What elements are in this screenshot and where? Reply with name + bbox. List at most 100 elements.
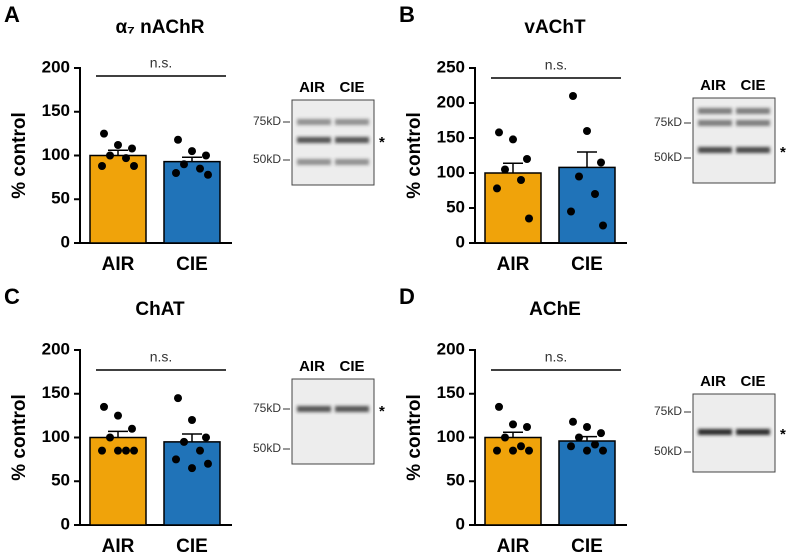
y-tick-label: 50 (446, 197, 465, 216)
significance-label: n.s. (150, 55, 173, 71)
y-tick-label: 50 (51, 189, 70, 208)
data-point (196, 164, 204, 173)
lane-label: AIR (299, 79, 325, 96)
x-tick-label: CIE (571, 254, 603, 275)
data-point (180, 160, 188, 169)
chart-title: α₇ nAChR (116, 17, 205, 38)
y-tick-label: 0 (61, 514, 70, 533)
blot-band (335, 159, 369, 165)
y-tick-label: 250 (437, 57, 465, 76)
blot-band (297, 159, 331, 165)
western-blot (692, 393, 776, 473)
data-point (188, 147, 196, 156)
blot-band (736, 147, 770, 153)
lane-label: AIR (299, 358, 325, 375)
data-point (567, 442, 575, 451)
y-axis-label: % control (9, 394, 30, 481)
data-point (180, 437, 188, 446)
band-marker: * (780, 144, 786, 161)
data-point (130, 446, 138, 455)
data-point (501, 165, 509, 174)
significance-label: n.s. (545, 349, 568, 365)
band-marker: * (780, 426, 786, 443)
y-tick-label: 50 (51, 471, 70, 490)
data-point (114, 446, 122, 455)
data-point (98, 446, 106, 455)
x-tick-label: AIR (497, 254, 530, 275)
y-tick-label: 100 (437, 162, 465, 181)
x-tick-label: AIR (497, 536, 530, 557)
bar (89, 154, 147, 244)
data-point (509, 420, 517, 429)
lane-label: CIE (339, 358, 364, 375)
data-point (98, 162, 106, 170)
y-tick-label: 50 (446, 471, 465, 490)
panel-letter: D (399, 284, 415, 309)
y-tick-label: 150 (42, 383, 70, 402)
data-point (495, 128, 503, 137)
blot-band (736, 108, 770, 114)
blot-band (736, 429, 770, 435)
data-point (114, 411, 122, 420)
y-tick-label: 100 (437, 427, 465, 446)
data-point (597, 158, 605, 167)
data-point (128, 144, 136, 153)
blot-band (736, 120, 770, 126)
data-point (188, 416, 196, 424)
lane-label: CIE (339, 79, 364, 96)
data-point (122, 446, 130, 455)
blot-band (698, 429, 732, 435)
x-tick-label: CIE (176, 536, 208, 557)
significance-label: n.s. (150, 349, 173, 365)
data-point (128, 424, 136, 433)
y-axis-label: % control (9, 112, 30, 199)
data-point (204, 459, 212, 468)
data-point (509, 135, 517, 144)
y-tick-label: 150 (437, 383, 465, 402)
data-point (172, 455, 180, 464)
blot-band (698, 108, 732, 114)
blot-band (335, 406, 369, 412)
data-point (172, 169, 180, 177)
lane-label: CIE (740, 77, 765, 94)
blot-band (698, 120, 732, 126)
bar (163, 441, 221, 526)
bar (484, 172, 542, 244)
y-tick-label: 200 (437, 339, 465, 358)
blot-band (335, 137, 369, 143)
size-marker: 75kD (654, 404, 682, 418)
blot-band (335, 119, 369, 125)
data-point (599, 446, 607, 455)
size-marker: 75kD (253, 114, 281, 128)
panel-letter: C (4, 284, 20, 309)
data-point (493, 446, 501, 455)
lane-label: AIR (700, 77, 726, 94)
data-point (591, 440, 599, 449)
y-tick-label: 0 (456, 514, 465, 533)
y-tick-label: 150 (437, 127, 465, 146)
data-point (106, 433, 114, 442)
band-marker: * (379, 134, 385, 151)
data-point (202, 433, 210, 442)
y-tick-label: 200 (42, 339, 70, 358)
blot-band (297, 406, 331, 412)
data-point (174, 135, 182, 144)
data-point (493, 184, 501, 193)
bar (558, 440, 616, 526)
data-point (567, 207, 575, 216)
data-point (583, 127, 591, 135)
size-marker: 75kD (253, 401, 281, 415)
data-point (196, 446, 204, 455)
data-point (525, 446, 533, 455)
y-axis-label: % control (404, 394, 425, 481)
data-point (575, 172, 583, 181)
data-point (202, 151, 210, 160)
size-marker: 50kD (253, 441, 281, 455)
data-point (525, 214, 533, 223)
data-point (130, 162, 138, 170)
blot-membrane (291, 378, 375, 465)
chart-title: ChAT (135, 299, 185, 320)
data-point (523, 423, 531, 431)
size-marker: 50kD (654, 444, 682, 458)
